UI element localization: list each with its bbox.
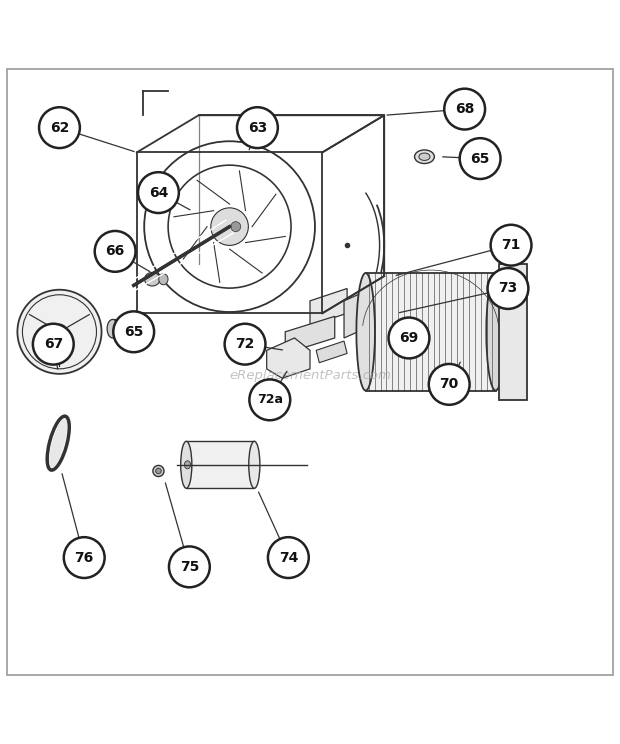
Text: 72: 72 <box>236 337 255 351</box>
Circle shape <box>113 312 154 352</box>
Text: 69: 69 <box>399 331 419 345</box>
Circle shape <box>459 138 500 179</box>
Ellipse shape <box>133 324 140 333</box>
Circle shape <box>211 208 249 246</box>
Circle shape <box>445 89 485 129</box>
Polygon shape <box>498 263 526 400</box>
Ellipse shape <box>486 273 505 391</box>
Polygon shape <box>310 289 347 326</box>
Ellipse shape <box>356 273 375 391</box>
Ellipse shape <box>144 272 160 286</box>
Polygon shape <box>285 316 335 353</box>
Text: 63: 63 <box>248 121 267 135</box>
Circle shape <box>169 546 210 587</box>
Text: 75: 75 <box>180 560 199 574</box>
Circle shape <box>490 225 531 266</box>
Text: 70: 70 <box>440 377 459 391</box>
Text: eReplacementParts.com: eReplacementParts.com <box>229 368 391 382</box>
Circle shape <box>429 364 469 405</box>
Circle shape <box>64 537 105 578</box>
Circle shape <box>487 268 528 309</box>
Circle shape <box>389 318 430 359</box>
Text: 73: 73 <box>498 281 518 295</box>
Circle shape <box>39 107 80 148</box>
Circle shape <box>17 289 102 373</box>
Text: 68: 68 <box>455 102 474 116</box>
Circle shape <box>268 537 309 578</box>
Ellipse shape <box>184 461 190 469</box>
Ellipse shape <box>107 319 118 338</box>
Ellipse shape <box>50 419 67 468</box>
Text: 65: 65 <box>471 152 490 166</box>
Circle shape <box>237 107 278 148</box>
Text: 76: 76 <box>74 551 94 565</box>
Text: 65: 65 <box>124 325 143 339</box>
Ellipse shape <box>156 468 161 474</box>
Circle shape <box>52 324 67 339</box>
Text: 64: 64 <box>149 185 168 199</box>
Ellipse shape <box>130 319 143 338</box>
Text: 67: 67 <box>43 337 63 351</box>
Circle shape <box>95 231 136 272</box>
FancyBboxPatch shape <box>366 273 495 391</box>
Ellipse shape <box>153 466 164 477</box>
Circle shape <box>138 172 179 213</box>
Text: 71: 71 <box>502 238 521 252</box>
Circle shape <box>56 328 63 335</box>
Ellipse shape <box>159 274 168 285</box>
Ellipse shape <box>419 153 430 161</box>
Circle shape <box>249 379 290 420</box>
Polygon shape <box>267 338 310 378</box>
Ellipse shape <box>249 441 260 488</box>
Text: 62: 62 <box>50 121 69 135</box>
Text: 72a: 72a <box>257 394 283 406</box>
FancyBboxPatch shape <box>186 441 254 488</box>
Circle shape <box>224 324 265 365</box>
Ellipse shape <box>415 150 435 164</box>
Ellipse shape <box>180 441 192 488</box>
Text: 66: 66 <box>105 244 125 258</box>
Text: 74: 74 <box>278 551 298 565</box>
Circle shape <box>231 222 241 231</box>
Ellipse shape <box>117 319 128 338</box>
Polygon shape <box>316 341 347 363</box>
Circle shape <box>33 324 74 365</box>
Polygon shape <box>344 289 372 338</box>
